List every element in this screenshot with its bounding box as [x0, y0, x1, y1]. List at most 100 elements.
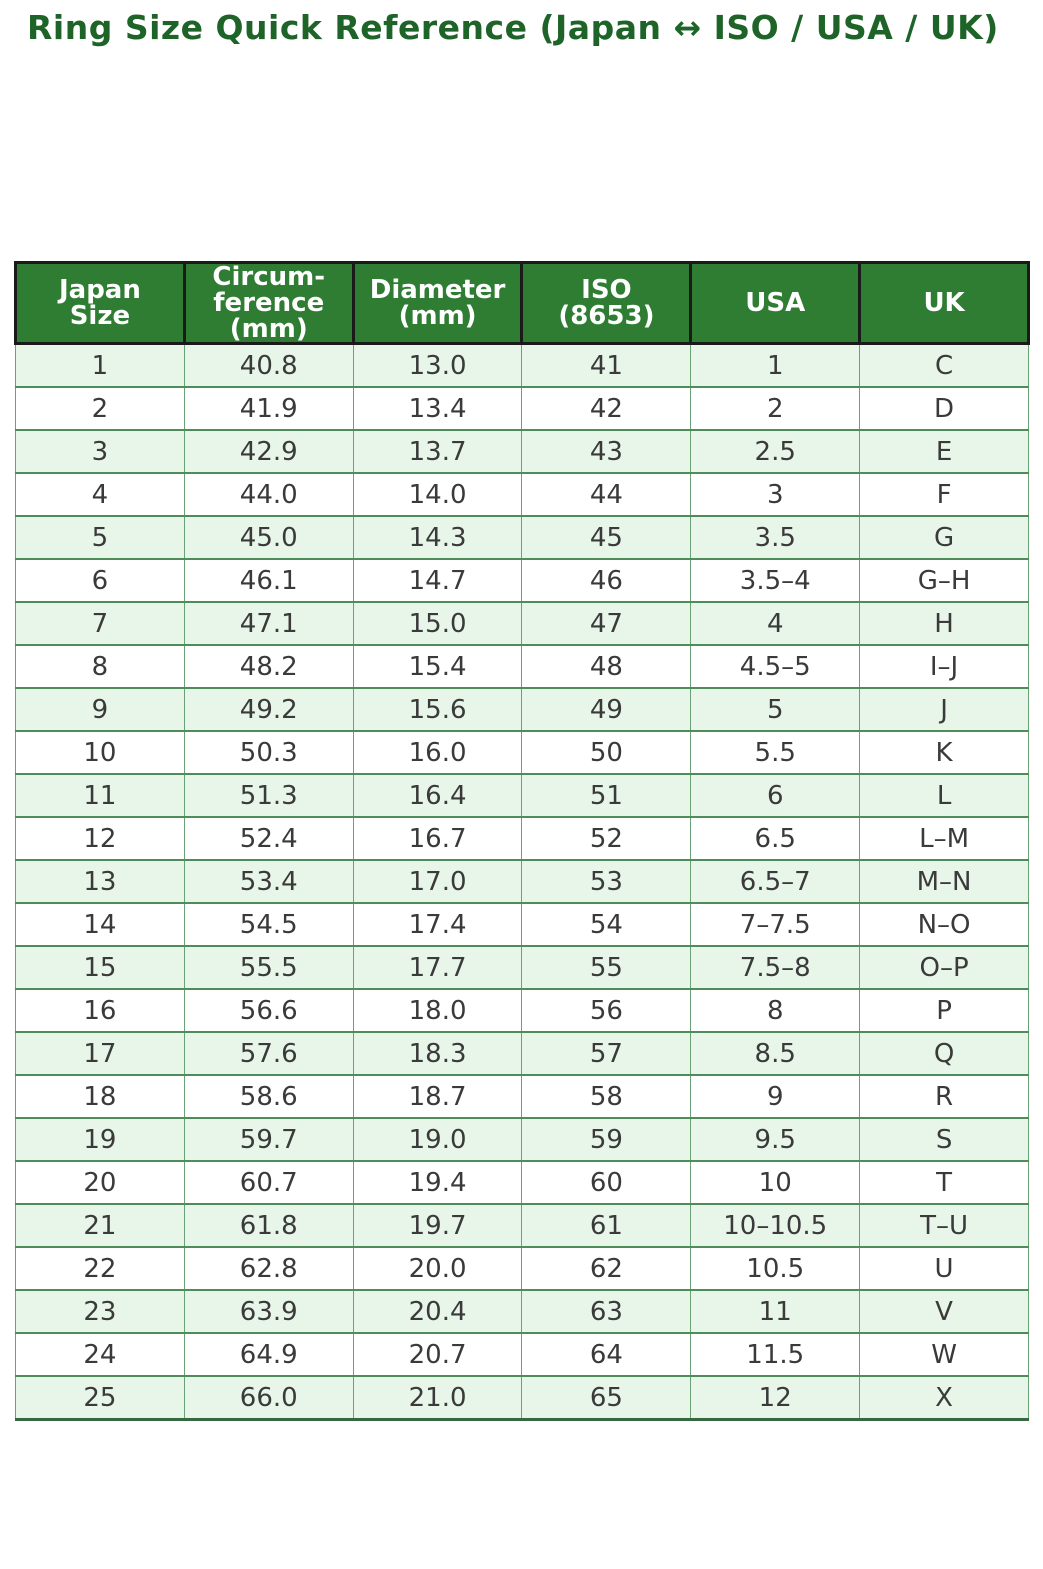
table-cell: X — [859, 1375, 1029, 1421]
table-cell: 47.1 — [183, 601, 354, 646]
table-cell: 66.0 — [183, 1375, 354, 1421]
table-cell: 13.4 — [352, 386, 523, 431]
table-cell: G–H — [859, 558, 1029, 603]
table-cell: 4 — [15, 472, 185, 517]
table-cell: 64.9 — [183, 1332, 354, 1377]
table-row: 19 59.7 19.0 59 9.5 S — [15, 1117, 1029, 1162]
table-cell: 14.3 — [352, 515, 523, 560]
table-cell: 63.9 — [183, 1289, 354, 1334]
table-cell: 18.0 — [352, 988, 523, 1033]
table-row: 2 41.9 13.4 42 2 D — [15, 386, 1029, 431]
table-cell: 18.3 — [352, 1031, 523, 1076]
table-cell: L–M — [859, 816, 1029, 861]
table-row: 8 48.2 15.4 48 4.5–5 I–J — [15, 644, 1029, 689]
table-cell: 1 — [690, 342, 861, 388]
table-cell: 3 — [15, 429, 185, 474]
table-cell: 15.6 — [352, 687, 523, 732]
table-cell: J — [859, 687, 1029, 732]
table-cell: 8.5 — [690, 1031, 861, 1076]
column-header-uk: UK — [858, 261, 1030, 345]
table-row: 3 42.9 13.7 43 2.5 E — [15, 429, 1029, 474]
table-cell: 19 — [15, 1117, 185, 1162]
table-cell: W — [859, 1332, 1029, 1377]
table-cell: 16 — [15, 988, 185, 1033]
table-cell: 5.5 — [690, 730, 861, 775]
table-cell: 11.5 — [690, 1332, 861, 1377]
table-row: 20 60.7 19.4 60 10 T — [15, 1160, 1029, 1205]
table-cell: 3.5 — [690, 515, 861, 560]
table-cell: 59 — [521, 1117, 692, 1162]
table-row: 21 61.8 19.7 61 10–10.5 T–U — [15, 1203, 1029, 1248]
table-cell: 6.5–7 — [690, 859, 861, 904]
table-cell: 64 — [521, 1332, 692, 1377]
table-cell: 6 — [690, 773, 861, 818]
table-cell: 52 — [521, 816, 692, 861]
table-row: 23 63.9 20.4 63 11 V — [15, 1289, 1029, 1334]
table-cell: T–U — [859, 1203, 1029, 1248]
table-cell: 25 — [15, 1375, 185, 1421]
table-cell: 62.8 — [183, 1246, 354, 1291]
table-cell: 13.0 — [352, 342, 523, 388]
table-cell: 17 — [15, 1031, 185, 1076]
table-cell: 15 — [15, 945, 185, 990]
table-cell: 13 — [15, 859, 185, 904]
table-cell: 45.0 — [183, 515, 354, 560]
table-cell: 17.0 — [352, 859, 523, 904]
table-cell: 46 — [521, 558, 692, 603]
table-cell: 5 — [690, 687, 861, 732]
table-cell: G — [859, 515, 1029, 560]
table-cell: 56.6 — [183, 988, 354, 1033]
table-cell: 8 — [15, 644, 185, 689]
table-cell: 53.4 — [183, 859, 354, 904]
table-cell: 15.4 — [352, 644, 523, 689]
table-cell: 59.7 — [183, 1117, 354, 1162]
table-cell: 50 — [521, 730, 692, 775]
table-cell: 15.0 — [352, 601, 523, 646]
table-cell: 19.0 — [352, 1117, 523, 1162]
table-cell: 51.3 — [183, 773, 354, 818]
table-row: 17 57.6 18.3 57 8.5 Q — [15, 1031, 1029, 1076]
table-body: 1 40.8 13.0 41 1 C 2 41.9 13.4 42 2 D 3 42.9 13.7 43 2.5… — [15, 342, 1029, 1421]
table-cell: 10 — [15, 730, 185, 775]
table-cell: 17.7 — [352, 945, 523, 990]
table-cell: 20.4 — [352, 1289, 523, 1334]
table-cell: 14 — [15, 902, 185, 947]
table-cell: 55 — [521, 945, 692, 990]
table-cell: 23 — [15, 1289, 185, 1334]
column-header-iso: ISO (8653) — [520, 261, 693, 345]
table-row: 15 55.5 17.7 55 7.5–8 O–P — [15, 945, 1029, 990]
table-cell: 19.4 — [352, 1160, 523, 1205]
table-cell: 7–7.5 — [690, 902, 861, 947]
table-row: 18 58.6 18.7 58 9 R — [15, 1074, 1029, 1119]
table-header: Japan Size Circum- ference (mm) Diameter… — [14, 261, 1030, 345]
table-cell: 58 — [521, 1074, 692, 1119]
table-row: 14 54.5 17.4 54 7–7.5 N–O — [15, 902, 1029, 947]
table-row: 13 53.4 17.0 53 6.5–7 M–N — [15, 859, 1029, 904]
table-cell: 60 — [521, 1160, 692, 1205]
table-cell: 50.3 — [183, 730, 354, 775]
table-cell: 12 — [15, 816, 185, 861]
table-cell: U — [859, 1246, 1029, 1291]
table-cell: 43 — [521, 429, 692, 474]
column-header-diameter: Diameter (mm) — [351, 261, 524, 345]
table-cell: 42.9 — [183, 429, 354, 474]
table-row: 1 40.8 13.0 41 1 C — [15, 342, 1029, 388]
table-cell: 2.5 — [690, 429, 861, 474]
table-cell: Q — [859, 1031, 1029, 1076]
table-cell: 18.7 — [352, 1074, 523, 1119]
table-cell: 58.6 — [183, 1074, 354, 1119]
table-cell: 11 — [690, 1289, 861, 1334]
table-cell: F — [859, 472, 1029, 517]
table-cell: 3.5–4 — [690, 558, 861, 603]
table-cell: 63 — [521, 1289, 692, 1334]
table-cell: 20.7 — [352, 1332, 523, 1377]
table-cell: 48 — [521, 644, 692, 689]
table-cell: T — [859, 1160, 1029, 1205]
table-row: 5 45.0 14.3 45 3.5 G — [15, 515, 1029, 560]
table-cell: N–O — [859, 902, 1029, 947]
table-cell: 14.0 — [352, 472, 523, 517]
table-cell: 52.4 — [183, 816, 354, 861]
table-cell: 16.7 — [352, 816, 523, 861]
table-cell: 3 — [690, 472, 861, 517]
